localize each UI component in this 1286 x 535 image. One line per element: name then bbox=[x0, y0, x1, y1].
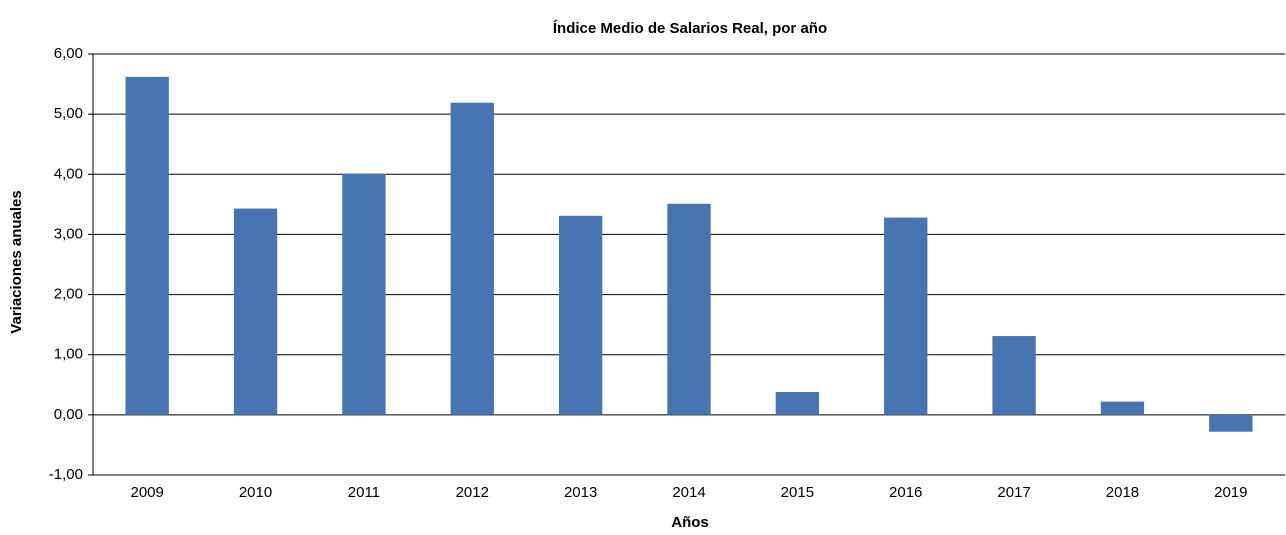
x-tick-label: 2017 bbox=[997, 484, 1030, 501]
x-tick-label: 2011 bbox=[348, 484, 380, 501]
x-tick-label: 2013 bbox=[564, 484, 597, 501]
bar bbox=[342, 173, 386, 415]
x-tick-label: 2019 bbox=[1214, 484, 1247, 501]
bar bbox=[558, 215, 603, 415]
x-tick-label: 2018 bbox=[1106, 484, 1139, 501]
y-tick-label: 0,00 bbox=[54, 406, 83, 423]
y-tick-label: 4,00 bbox=[54, 165, 83, 182]
chart-title: Índice Medio de Salarios Real, por año bbox=[553, 20, 827, 37]
x-axis-label: Años bbox=[671, 514, 709, 531]
y-tick-label: 1,00 bbox=[54, 346, 83, 363]
x-tick-label: 2009 bbox=[130, 484, 163, 501]
bar bbox=[1100, 401, 1145, 415]
x-tick-label: 2015 bbox=[781, 484, 814, 501]
bar bbox=[775, 392, 820, 415]
y-tick-label: 5,00 bbox=[54, 105, 83, 122]
bar bbox=[992, 336, 1036, 415]
bar bbox=[884, 217, 928, 415]
y-axis-label: Variaciones anuales bbox=[8, 190, 25, 333]
bar bbox=[450, 102, 494, 415]
bar bbox=[667, 203, 711, 415]
y-tick-label: -1,00 bbox=[49, 466, 83, 483]
x-tick-label: 2014 bbox=[672, 484, 705, 501]
x-tick-label: 2012 bbox=[456, 484, 489, 501]
y-tick-label: 2,00 bbox=[54, 286, 83, 303]
x-tick-label: 2016 bbox=[889, 484, 922, 501]
bar bbox=[233, 208, 278, 415]
y-tick-label: 6,00 bbox=[54, 45, 83, 62]
bar bbox=[1209, 414, 1253, 432]
x-tick-label: 2010 bbox=[239, 484, 272, 501]
bar bbox=[125, 76, 169, 415]
y-tick-label: 3,00 bbox=[54, 225, 83, 242]
